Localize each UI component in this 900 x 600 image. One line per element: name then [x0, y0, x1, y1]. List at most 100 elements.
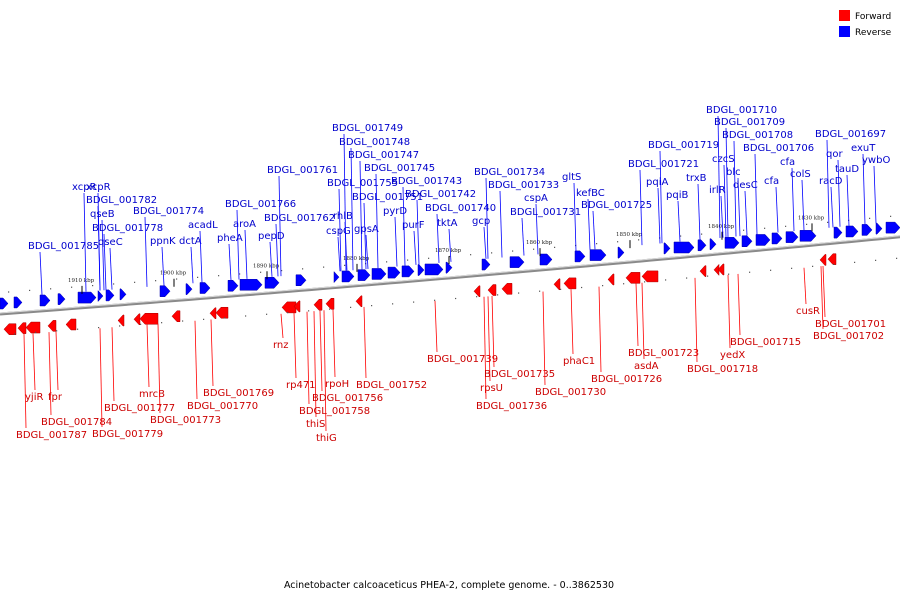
minor-tick-dot — [302, 268, 304, 270]
forward-label-leader — [157, 323, 161, 414]
reverse-label-leader — [717, 115, 721, 238]
forward-label-leader — [434, 300, 438, 353]
minor-tick-dot — [539, 290, 541, 292]
forward-gene-arrow — [209, 307, 217, 319]
minor-tick-dot — [413, 301, 415, 303]
reverse-label-leader — [365, 234, 369, 269]
forward-gene-arrow — [641, 270, 659, 283]
reverse-label-leader — [535, 203, 539, 255]
forward-gene-label: BDGL_001784 — [41, 417, 112, 428]
forward-gene-label: thiS — [306, 419, 325, 430]
minor-tick-dot — [344, 264, 346, 266]
reverse-gene-arrow — [199, 282, 211, 294]
minor-tick-dot — [449, 255, 451, 258]
minor-tick-dot — [743, 229, 745, 231]
reverse-gene-arrow — [417, 264, 425, 276]
reverse-gene-arrow — [57, 293, 66, 305]
forward-gene-label: thiG — [316, 433, 337, 444]
forward-gene-label: BDGL_001730 — [535, 387, 606, 398]
forward-gene-arrow — [501, 283, 513, 295]
reverse-gene-arrow — [77, 291, 97, 304]
reverse-label-leader — [659, 150, 663, 244]
reverse-gene-label: BDGL_001733 — [488, 180, 559, 191]
reverse-label-leader — [278, 175, 282, 277]
forward-gene-arrow — [133, 313, 141, 325]
forward-gene-label: BDGL_001723 — [628, 348, 699, 359]
forward-label-leader — [313, 311, 317, 418]
reverse-gene-arrow — [227, 280, 239, 292]
reverse-label-leader — [236, 209, 240, 280]
forward-gene-arrow — [293, 300, 301, 313]
reverse-gene-label: cspA — [524, 193, 548, 204]
reverse-gene-arrow — [97, 289, 104, 303]
reverse-gene-label: irlR — [709, 185, 726, 196]
reverse-gene-label: cfa — [764, 176, 779, 187]
reverse-gene-label: BDGL_001725 — [581, 200, 652, 211]
reverse-label-leader — [587, 198, 591, 250]
minor-tick-dot — [491, 252, 493, 254]
reverse-gene-arrow — [39, 294, 51, 307]
reverse-label-leader — [103, 233, 107, 291]
minor-tick-dot — [56, 330, 58, 332]
forward-label-leader — [598, 286, 602, 373]
reverse-gene-label: aroA — [233, 219, 256, 230]
forward-label-leader — [194, 320, 198, 400]
reverse-gene-arrow — [119, 288, 127, 301]
reverse-gene-arrow — [239, 279, 263, 291]
reverse-label-leader — [737, 177, 741, 237]
reverse-gene-label: BDGL_001708 — [722, 130, 793, 141]
reverse-gene-label: blc — [726, 167, 741, 178]
reverse-gene-arrow — [755, 234, 771, 246]
forward-label-leader — [487, 296, 491, 382]
legend: Forward Reverse — [839, 10, 892, 38]
forward-gene-arrow — [117, 314, 125, 327]
forward-gene-arrow — [47, 320, 57, 332]
forward-label-leader — [210, 319, 214, 387]
reverse-label-leader — [350, 147, 354, 271]
reverse-gene-label: BDGL_001774 — [133, 206, 204, 217]
forward-gene-arrow — [65, 318, 77, 331]
forward-gene-label: mrcB — [139, 389, 165, 400]
kbp-tick-label: 1830 kbp — [798, 215, 825, 221]
reverse-gene-label: BDGL_001748 — [339, 137, 410, 148]
forward-gene-arrow — [717, 263, 725, 276]
reverse-label-leader — [677, 200, 681, 242]
forward-gene-arrow — [25, 321, 41, 334]
kbp-tick-label: 1850 kbp — [616, 232, 643, 238]
genome-backbone — [0, 235, 900, 316]
reverse-label-leader — [448, 228, 452, 262]
forward-label-leader — [737, 273, 741, 336]
reverse-label-leader — [199, 230, 203, 283]
reverse-label-leader — [402, 186, 406, 266]
reverse-gene-label: BDGL_001706 — [743, 143, 814, 154]
minor-tick-dot — [806, 223, 808, 225]
kbp-ticks-layer: 1910 kbp 1900 kbp 1890 kbp 1880 kbp 1870 kbp… — [8, 215, 898, 335]
forward-label-leader — [332, 309, 336, 378]
forward-gene-label: phaC1 — [563, 356, 595, 367]
minor-tick-dot — [77, 328, 79, 330]
forward-gene-label: BDGL_001736 — [476, 401, 547, 412]
reverse-gene-arrow — [13, 296, 23, 309]
reverse-label-leader — [723, 164, 727, 238]
reverse-label-leader — [413, 230, 417, 265]
minor-tick-dot — [176, 278, 178, 280]
reverse-gene-label: BDGL_001778 — [92, 223, 163, 234]
minor-tick-dot — [407, 259, 409, 261]
reverse-gene-label: BDGL_001740 — [425, 203, 496, 214]
reverse-gene-label: pheA — [217, 233, 243, 244]
reverse-gene-label: czcS — [712, 154, 735, 165]
reverse-label-leader — [775, 186, 779, 233]
minor-tick-dot — [29, 289, 31, 292]
reverse-label-leader — [97, 192, 101, 291]
forward-gene-arrow — [281, 301, 297, 314]
minor-tick-dot — [581, 286, 583, 289]
minor-tick-dot — [785, 225, 787, 227]
kbp-tick-label: 1870 kbp — [435, 248, 462, 254]
forward-label-leader — [727, 274, 731, 349]
minor-tick-dot — [428, 257, 430, 259]
minor-tick-dot — [617, 241, 619, 243]
reverse-gene-label: BDGL_001785 — [28, 241, 99, 252]
forward-gene-label: rpsU — [480, 383, 503, 394]
